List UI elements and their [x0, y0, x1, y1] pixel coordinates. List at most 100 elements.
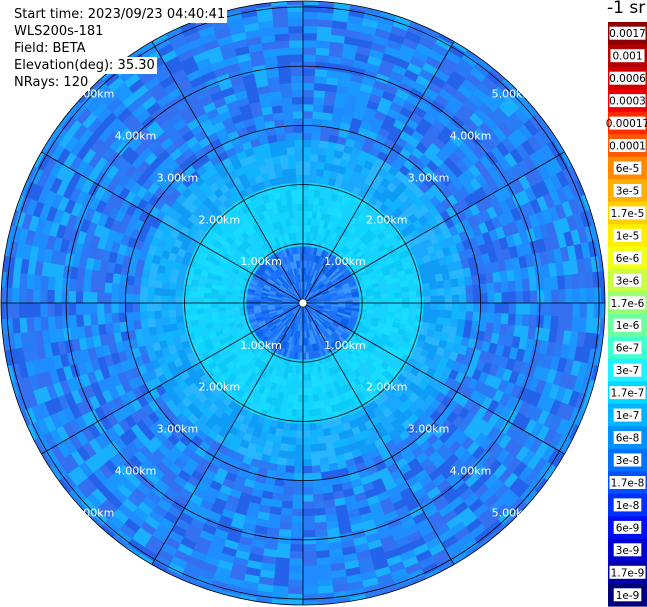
range-gate-cell: [543, 276, 552, 291]
range-gate-cell: [286, 146, 296, 155]
range-gate-cell: [309, 160, 319, 169]
range-gate-cell: [110, 302, 119, 314]
range-gate-cell: [61, 315, 71, 329]
range-gate-cell: [89, 291, 98, 304]
range-gate-cell: [283, 182, 292, 191]
range-gate-cell: [61, 277, 71, 291]
range-gate-cell: [168, 316, 177, 325]
range-gate-cell: [585, 317, 595, 334]
range-gate-cell: [302, 75, 316, 84]
range-gate-cell: [302, 96, 315, 105]
range-gate-cell: [486, 312, 495, 324]
range-gate-cell: [217, 298, 226, 304]
range-gate-cell: [472, 284, 481, 295]
range-gate-cell: [287, 437, 297, 446]
range-gate-cell: [312, 486, 324, 495]
range-gate-cell: [290, 75, 304, 84]
range-gate-cell: [75, 290, 84, 304]
range-gate-cell: [437, 309, 446, 319]
range-gate-cell: [298, 224, 304, 233]
range-gate-cell: [32, 288, 41, 304]
range-gate-cell: [551, 302, 560, 317]
range-gate-cell: [299, 231, 304, 240]
range-gate-cell: [302, 487, 314, 496]
range-gate-cell: [522, 302, 531, 316]
range-gate-cell: [401, 286, 410, 293]
range-gate-cell: [283, 479, 294, 488]
range-gate-cell: [309, 429, 318, 439]
range-gate-cell: [224, 302, 233, 308]
range-gate-cell: [103, 292, 112, 304]
range-gate-cell: [292, 487, 304, 496]
range-gate-cell: [585, 272, 595, 289]
range-gate-cell: [508, 291, 517, 304]
range-gate-cell: [290, 189, 298, 198]
range-gate-cell: [286, 196, 293, 205]
range-gate-cell: [284, 125, 295, 134]
range-gate-cell: [296, 416, 304, 425]
range-gate-cell: [479, 312, 488, 323]
range-gate-cell: [310, 153, 319, 162]
range-gate-cell: [40, 316, 49, 331]
range-gate-cell: [302, 558, 318, 567]
range-gate-cell: [436, 316, 445, 326]
range-gate-cell: [290, 415, 298, 424]
range-gate-cell: [317, 585, 334, 595]
range-gate-cell: [487, 302, 496, 314]
range-gate-cell: [278, 75, 292, 85]
range-gate-cell: [277, 535, 291, 545]
range-gate-cell: [293, 217, 300, 226]
range-gate-cell: [313, 507, 326, 517]
range-gate-cell: [287, 160, 297, 169]
range-gate-cell: [311, 472, 322, 481]
range-gate-cell: [366, 299, 375, 304]
range-gate-cell: [160, 309, 169, 319]
range-gate-cell: [47, 276, 56, 291]
range-gate-cell: [281, 493, 294, 502]
range-gate-cell: [313, 89, 326, 99]
range-gate-cell: [430, 295, 439, 304]
range-gate-cell: [189, 313, 198, 322]
range-gate-cell: [387, 297, 396, 304]
range-gate-cell: [68, 314, 78, 328]
range-gate-cell: [302, 103, 314, 112]
range-gate-cell: [302, 544, 317, 552]
range-gate-cell: [189, 302, 197, 310]
range-gate-cell: [571, 316, 580, 333]
range-gate-cell: [284, 472, 295, 481]
range-gate-cell: [203, 312, 213, 319]
range-gate-cell: [317, 11, 334, 21]
range-gate-cell: [302, 181, 310, 190]
range-gate-cell: [238, 299, 247, 304]
range-gate-cell: [117, 293, 126, 304]
range-gate-cell: [308, 408, 316, 417]
range-gate-cell: [89, 280, 99, 293]
range-gate-cell: [310, 444, 319, 453]
range-gate-cell: [293, 473, 304, 481]
range-gate-cell: [310, 146, 320, 155]
range-gate-cell: [401, 291, 410, 299]
range-gate-cell: [182, 290, 191, 298]
range-gate-cell: [535, 277, 545, 291]
range-gate-cell: [291, 82, 304, 91]
range-gate-cell: [139, 310, 148, 321]
range-gate-cell: [277, 61, 291, 71]
range-gate-cell: [302, 82, 315, 91]
range-gate-cell: [281, 104, 294, 113]
range-gate-cell: [154, 279, 163, 289]
range-gate-cell: [306, 380, 313, 389]
range-gate-cell: [289, 422, 297, 431]
range-gate-cell: [54, 289, 62, 304]
range-gate-cell: [429, 288, 439, 297]
range-gate-cell: [427, 274, 437, 284]
range-gate-cell: [26, 273, 35, 290]
range-gate-cell: [147, 278, 156, 288]
range-gate-cell: [564, 274, 573, 290]
range-gate-cell: [290, 68, 304, 77]
range-gate-cell: [316, 557, 331, 566]
range-gate-cell: [529, 302, 538, 316]
range-gate-cell: [313, 500, 325, 510]
range-gate-cell: [278, 147, 288, 156]
range-gate-cell: [557, 316, 566, 331]
range-gate-cell: [464, 319, 473, 330]
